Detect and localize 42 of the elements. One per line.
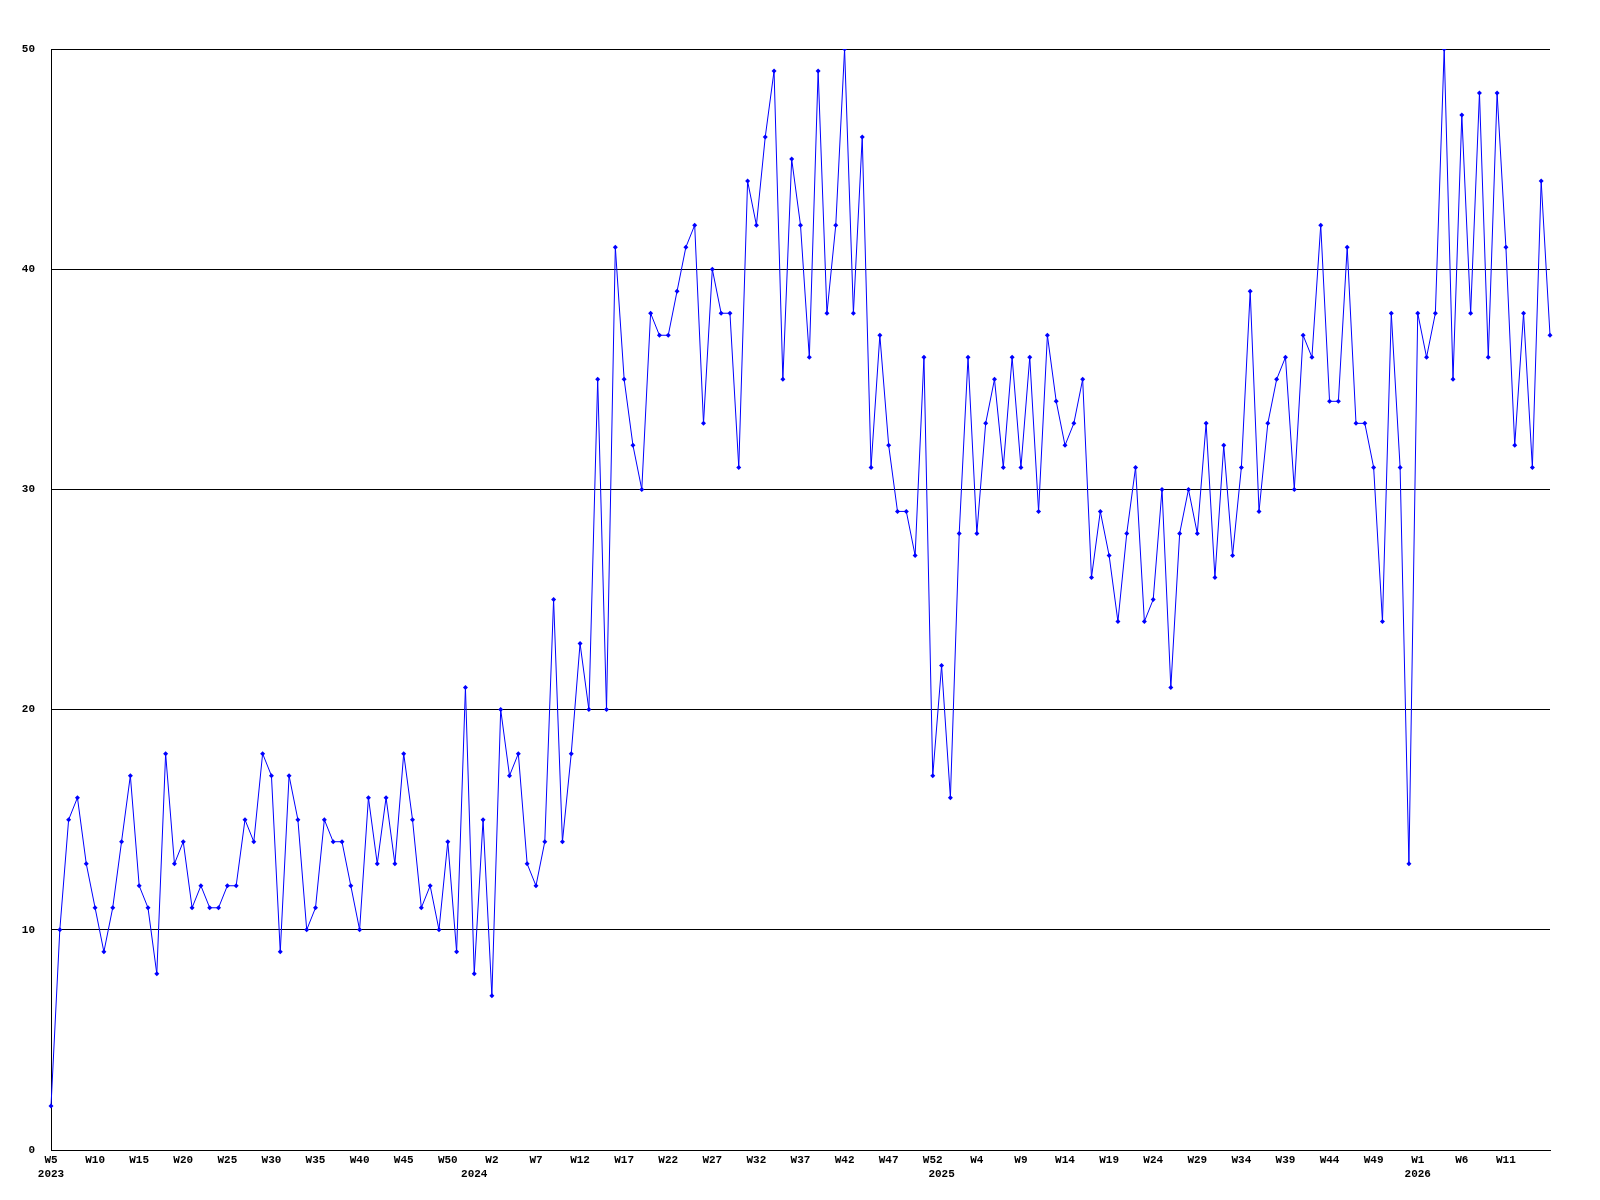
x-tick-label: W5 2023 — [37, 1154, 65, 1180]
x-tick-label: W49 — [1363, 1154, 1384, 1167]
x-tick-label: W9 — [1014, 1154, 1028, 1167]
x-tick-label: W32 — [746, 1154, 767, 1167]
x-tick-label: W39 — [1275, 1154, 1296, 1167]
x-tick-label: W11 — [1496, 1154, 1517, 1167]
x-tick-label: W45 — [393, 1154, 414, 1167]
x-tick-label: W40 — [349, 1154, 370, 1167]
y-tick-label: 20 — [21, 703, 35, 716]
x-tick-label: W35 — [305, 1154, 326, 1167]
x-tick-label: 2025 — [928, 1167, 956, 1180]
x-tick-label: W19 — [1099, 1154, 1120, 1167]
x-tick-label: W44 — [1319, 1154, 1340, 1167]
x-tick-label: W20 — [173, 1154, 194, 1167]
y-tick-label: 10 — [21, 923, 35, 936]
x-tick-label: W12 — [570, 1154, 590, 1167]
x-tick-label: W47 — [878, 1154, 899, 1167]
x-tick-label: W30 — [261, 1154, 282, 1167]
x-tick-label: W25 — [217, 1154, 238, 1167]
x-tick-label: W14 — [1055, 1154, 1076, 1167]
x-tick-label: W52 — [922, 1154, 943, 1167]
y-tick-label: 30 — [21, 483, 35, 496]
y-tick-label: 40 — [21, 262, 35, 275]
x-tick-label: W37 — [790, 1154, 811, 1167]
x-tick-label: W42 — [834, 1154, 855, 1167]
x-tick-label: W27 — [702, 1154, 723, 1167]
x-tick-label: W50 — [437, 1154, 458, 1167]
x-tick-label: W17 — [614, 1154, 635, 1167]
x-tick-label: W34 — [1231, 1154, 1252, 1167]
y-tick-label: 50 — [21, 42, 35, 55]
y-tick-label: 0 — [28, 1143, 35, 1156]
x-tick-label: W29 — [1187, 1154, 1208, 1167]
x-tick-label: 2024 — [461, 1167, 488, 1180]
x-tick-label: W24 — [1143, 1154, 1164, 1167]
x-tick-label: W2 — [485, 1154, 499, 1167]
x-tick-label: W4 — [970, 1154, 984, 1167]
x-tick-label: W1 2026 — [1404, 1154, 1431, 1180]
x-tick-label: W15 — [129, 1154, 150, 1167]
x-tick-label: W10 — [85, 1154, 105, 1167]
x-tick-label: W6 — [1455, 1154, 1469, 1167]
x-tick-label: W22 — [658, 1154, 679, 1167]
x-tick-label: W7 — [529, 1154, 543, 1167]
